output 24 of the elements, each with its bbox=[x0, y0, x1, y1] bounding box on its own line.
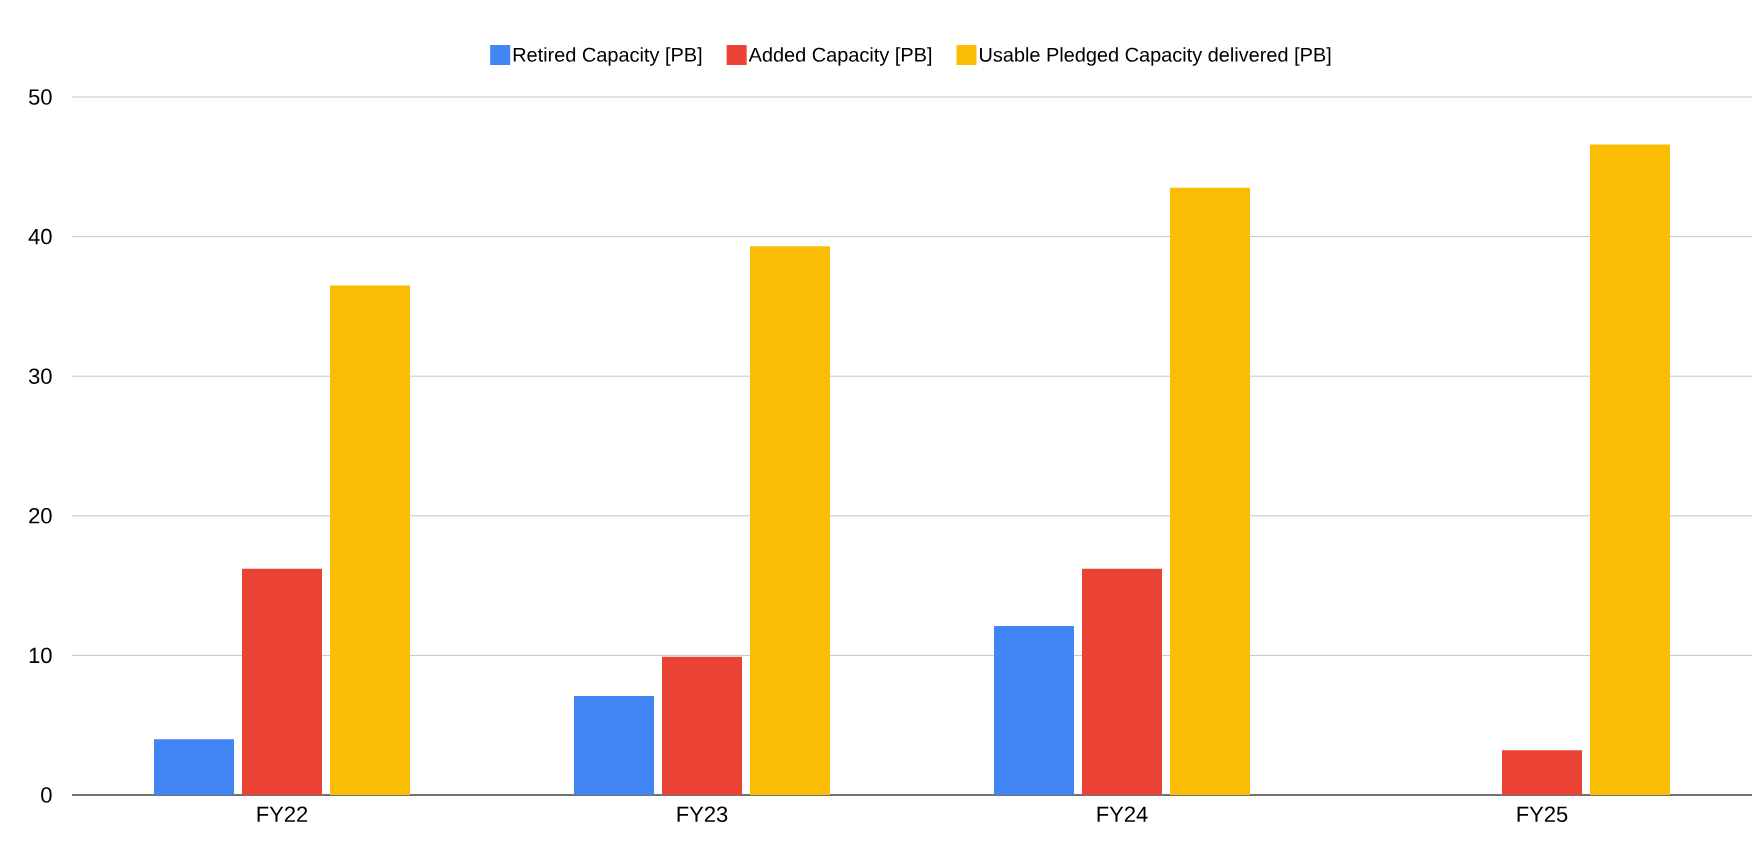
bar bbox=[154, 739, 234, 795]
bar bbox=[1502, 750, 1582, 795]
x-tick-label: FY23 bbox=[677, 806, 728, 823]
legend-label: Usable Pledged Capacity delivered [PB] bbox=[980, 47, 1331, 66]
legend-label: Retired Capacity [PB] bbox=[513, 47, 702, 66]
x-tick-label: FY22 bbox=[257, 806, 308, 822]
bar bbox=[994, 626, 1074, 795]
y-tick-label: 0 bbox=[41, 787, 52, 803]
x-tick-label: FY24 bbox=[1097, 806, 1148, 822]
y-tick-label: 50 bbox=[28, 89, 52, 105]
legend-label: Added Capacity [PB] bbox=[748, 47, 932, 66]
y-tick-label: 40 bbox=[28, 228, 52, 245]
y-tick-label: 20 bbox=[29, 508, 52, 524]
bar bbox=[1170, 187, 1250, 795]
x-tick-label: FY25 bbox=[1517, 806, 1568, 823]
bar bbox=[1590, 144, 1670, 795]
bar bbox=[242, 568, 322, 795]
bar bbox=[330, 285, 410, 795]
y-tick-label: 10 bbox=[29, 647, 52, 664]
bar bbox=[750, 246, 830, 795]
y-tick-label: 30 bbox=[28, 368, 52, 384]
bar bbox=[574, 695, 654, 795]
bar bbox=[1082, 568, 1162, 795]
bar bbox=[662, 656, 742, 795]
